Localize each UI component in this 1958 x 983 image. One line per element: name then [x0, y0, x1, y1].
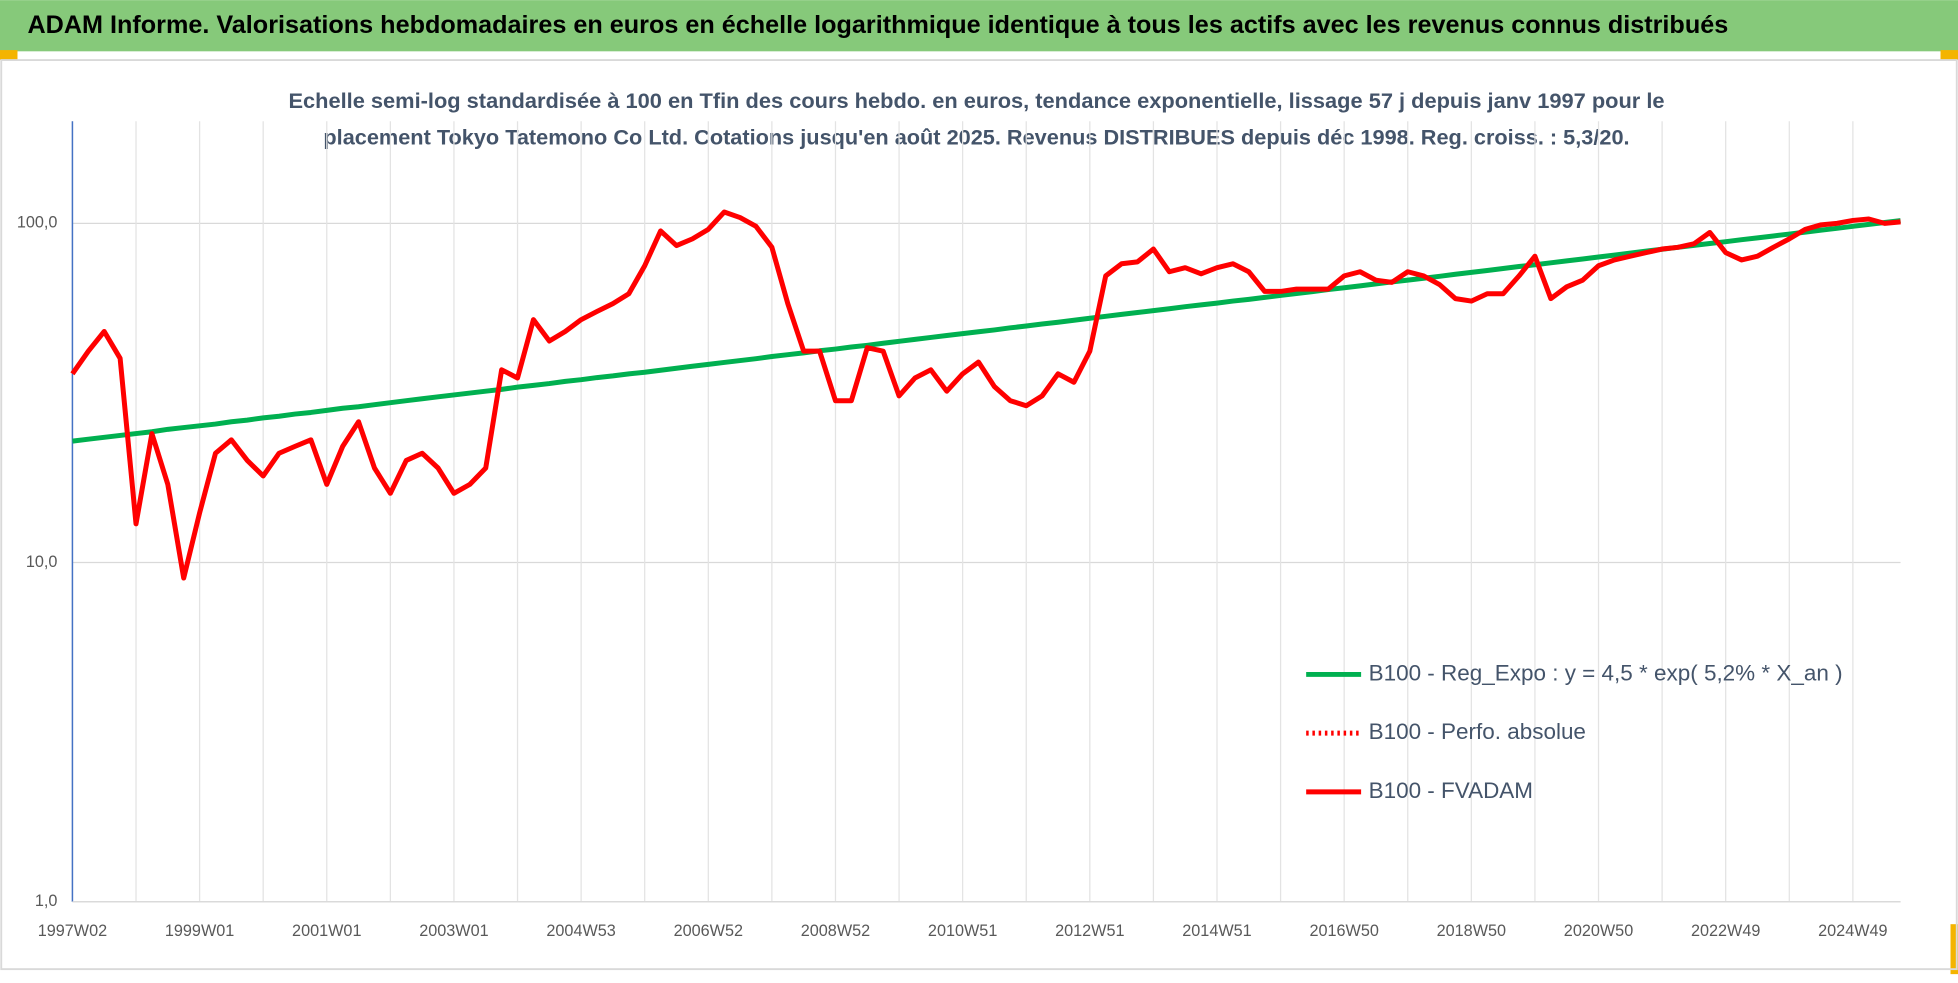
x-tick-label: 2003W01 — [419, 922, 488, 940]
x-tick-label: 1999W01 — [165, 922, 234, 940]
corner-marker — [1940, 50, 1958, 61]
x-tick-label: 1997W02 — [38, 922, 107, 940]
x-tick-label: 2016W50 — [1309, 922, 1378, 940]
series-line — [70, 209, 1901, 581]
header-bar — [0, 0, 1958, 52]
x-tick-label: 2012W51 — [1055, 922, 1124, 940]
plot-area — [70, 209, 1901, 581]
chart-title: ADAM Informe. Valorisations hebdomadaire… — [27, 11, 1728, 39]
x-tick-label: 2001W01 — [292, 922, 361, 940]
y-tick-label: 10,0 — [26, 553, 58, 571]
y-tick-label: 100,0 — [17, 214, 58, 232]
x-tick-label: 2014W51 — [1182, 922, 1251, 940]
x-tick-label: 2022W49 — [1691, 922, 1760, 940]
x-tick-label: 2018W50 — [1437, 922, 1506, 940]
legend-label: B100 - Reg_Expo : y = 4,5 * exp( 5,2% * … — [1369, 660, 1843, 685]
y-tick-label: 1,0 — [35, 892, 58, 910]
legend-label: B100 - FVADAM — [1369, 778, 1533, 803]
series-line — [72, 218, 1901, 444]
x-tick-label: 2006W52 — [674, 922, 743, 940]
chart-subtitle: placement Tokyo Tatemono Co Ltd. Cotatio… — [323, 126, 1629, 149]
x-tick-label: 2004W53 — [546, 922, 615, 940]
x-tick-label: 2020W50 — [1564, 922, 1633, 940]
legend: B100 - Reg_Expo : y = 4,5 * exp( 5,2% * … — [1306, 660, 1843, 803]
grid: 1,0 10,0 100,0 1997W02 1999W01 2001W01 2003W01… — [17, 121, 1901, 940]
corner-marker — [0, 50, 18, 61]
chart-subtitle: Echelle semi-log standardisée à 100 en T… — [288, 90, 1664, 113]
x-tick-label: 2008W52 — [801, 922, 870, 940]
corner-marker — [1950, 924, 1958, 975]
legend-label: B100 - Perfo. absolue — [1369, 719, 1586, 744]
x-tick-label: 2010W51 — [928, 922, 997, 940]
x-tick-label: 2024W49 — [1818, 922, 1887, 940]
chart-frame — [0, 59, 1958, 971]
